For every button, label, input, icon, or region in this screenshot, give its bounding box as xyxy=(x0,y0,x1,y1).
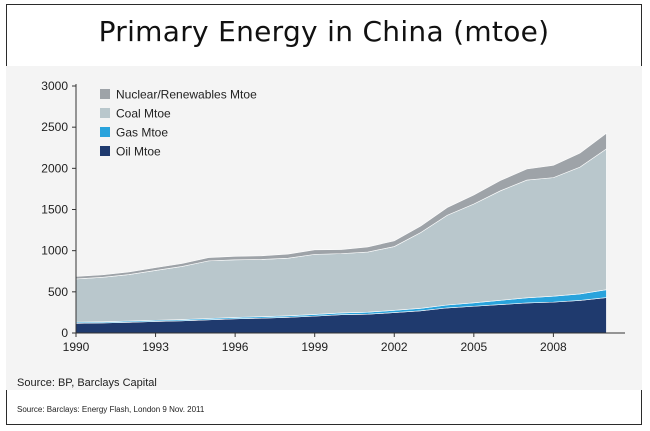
x-tick-label: 1996 xyxy=(222,340,249,354)
y-tick-label: 1000 xyxy=(41,244,68,258)
series-area-nuclear-renewables-mtoe xyxy=(75,132,607,280)
footer-source: Source: Barclays: Energy Flash, London 9… xyxy=(17,405,205,414)
x-tick-label: 1999 xyxy=(301,340,328,354)
legend-swatch-coal-mtoe xyxy=(100,108,110,118)
x-tick-label: 1993 xyxy=(142,340,169,354)
x-tick-label: 1990 xyxy=(63,340,90,354)
source-line: Source: BP, Barclays Capital xyxy=(17,377,157,389)
legend-swatch-oil-mtoe xyxy=(100,146,110,156)
chart-title: Primary Energy in China (mtoe) xyxy=(98,15,550,48)
x-axis-ticks: 1990 1993 1996 1999 2002 2005 2008 xyxy=(63,333,567,354)
legend-label-coal-mtoe: Coal Mtoe xyxy=(116,107,171,121)
y-tick-label: 1500 xyxy=(41,203,68,217)
legend-swatch-gas-mtoe xyxy=(100,127,110,137)
x-tick-label: 2008 xyxy=(540,340,567,354)
legend-label-nuclear-renewables-mtoe: Nuclear/Renewables Mtoe xyxy=(116,88,257,102)
y-tick-label: 2500 xyxy=(41,120,68,134)
y-tick-label: 3000 xyxy=(41,79,68,93)
legend-label-gas-mtoe: Gas Mtoe xyxy=(116,126,168,140)
y-tick-label: 2000 xyxy=(41,161,68,175)
y-tick-label: 500 xyxy=(48,285,68,299)
y-tick-label: 0 xyxy=(61,326,68,340)
x-tick-label: 2005 xyxy=(460,340,487,354)
area-layers xyxy=(75,132,607,334)
legend-label-oil-mtoe: Oil Mtoe xyxy=(116,145,161,159)
legend: Nuclear/Renewables Mtoe Coal Mtoe Gas Mtoe… xyxy=(100,88,257,159)
legend-swatch-nuclear-renewables-mtoe xyxy=(100,89,110,99)
x-tick-label: 2002 xyxy=(381,340,408,354)
y-axis-ticks: 0 500 1000 1500 2000 2500 3000 xyxy=(41,79,76,340)
